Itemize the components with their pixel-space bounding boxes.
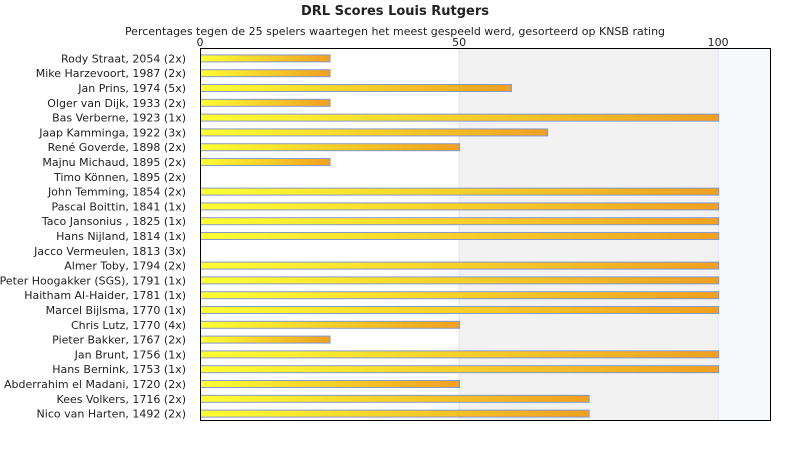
category-label: Chris Lutz, 1770 (4x) bbox=[71, 319, 186, 332]
category-label: Jan Prins, 1974 (5x) bbox=[77, 82, 186, 95]
bar bbox=[200, 98, 331, 107]
category-label: Marcel Bijlsma, 1770 (1x) bbox=[46, 304, 186, 317]
bar bbox=[200, 217, 720, 226]
chart-title: DRL Scores Louis Rutgers bbox=[300, 4, 490, 19]
category-label: Olger van Dijk, 1933 (2x) bbox=[47, 97, 186, 110]
category-label: Peter Hoogakker (SGS), 1791 (1x) bbox=[0, 274, 186, 287]
category-label: Majnu Michaud, 1895 (2x) bbox=[42, 156, 186, 169]
bar bbox=[200, 335, 331, 344]
bar bbox=[200, 291, 720, 300]
category-label: Bas Verberne, 1923 (1x) bbox=[52, 112, 186, 125]
bar bbox=[200, 276, 720, 285]
category-label: Hans Nijland, 1814 (1x) bbox=[56, 230, 186, 243]
x-tick-label: 0 bbox=[197, 36, 204, 49]
category-label: Haitham Al-Haider, 1781 (1x) bbox=[24, 289, 186, 302]
category-label: Taco Jansonius , 1825 (1x) bbox=[41, 215, 186, 228]
plot-area-frame bbox=[200, 48, 771, 421]
category-label: Kees Volkers, 1716 (2x) bbox=[57, 393, 186, 406]
bar bbox=[200, 394, 590, 403]
bar bbox=[200, 365, 720, 374]
x-tick-label: 100 bbox=[708, 36, 729, 49]
bar bbox=[200, 158, 331, 166]
category-label: Pascal Boittin, 1841 (1x) bbox=[51, 200, 186, 213]
bar bbox=[200, 187, 720, 196]
category-label: Jaap Kamminga, 1922 (3x) bbox=[38, 126, 186, 139]
bar bbox=[200, 350, 720, 359]
bar bbox=[200, 261, 720, 270]
bar bbox=[200, 54, 331, 63]
category-label: Abderrahim el Madani, 1720 (2x) bbox=[4, 378, 186, 391]
category-label: Nico van Harten, 1492 (2x) bbox=[37, 408, 186, 421]
category-label: Jacco Vermeulen, 1813 (3x) bbox=[33, 245, 186, 258]
category-label: John Temming, 1854 (2x) bbox=[47, 186, 186, 199]
category-label: Timo Können, 1895 (2x) bbox=[53, 171, 186, 184]
category-label: Pieter Bakker, 1767 (2x) bbox=[52, 334, 186, 347]
chart-subtitle: Percentages tegen de 25 spelers waartege… bbox=[124, 25, 666, 38]
bar bbox=[200, 409, 590, 418]
category-label: René Goverde, 1898 (2x) bbox=[48, 141, 186, 154]
bar bbox=[200, 320, 461, 329]
category-label: Rody Straat, 2054 (2x) bbox=[61, 52, 186, 65]
x-tick-label: 50 bbox=[452, 36, 466, 49]
category-label: Jan Brunt, 1756 (1x) bbox=[74, 348, 186, 361]
category-label: Mike Harzevoort, 1987 (2x) bbox=[36, 67, 186, 80]
bar bbox=[200, 306, 720, 314]
bar bbox=[200, 380, 461, 388]
bar bbox=[200, 84, 512, 92]
bar bbox=[200, 69, 331, 78]
category-label: Hans Bernink, 1753 (1x) bbox=[52, 363, 186, 376]
category-label: Almer Toby, 1794 (2x) bbox=[64, 260, 186, 273]
bar bbox=[200, 143, 461, 152]
bar bbox=[200, 128, 549, 137]
grid-band-100-max bbox=[718, 48, 770, 420]
bar bbox=[200, 202, 720, 211]
bar bbox=[200, 113, 720, 122]
bar bbox=[200, 232, 720, 240]
